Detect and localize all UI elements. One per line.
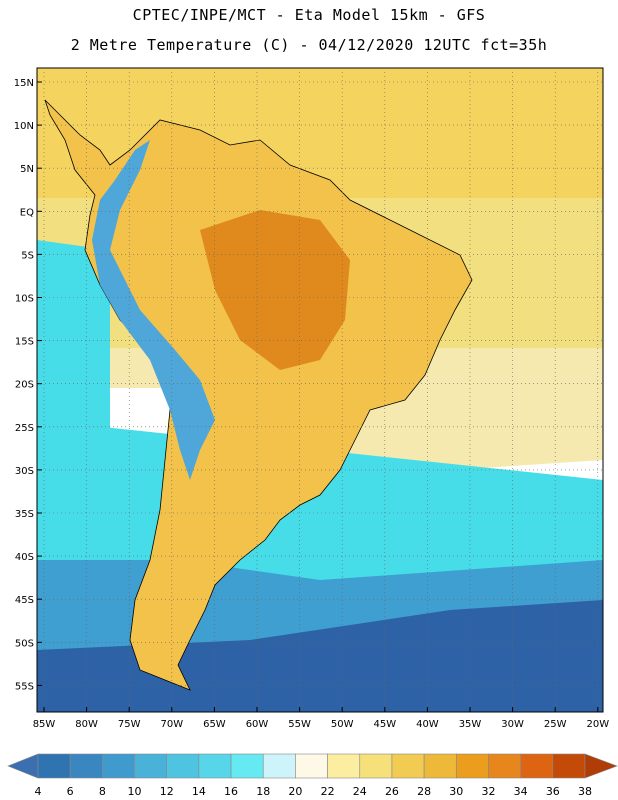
lat-label: 15S [15, 337, 34, 348]
colorbar-label: 6 [67, 785, 74, 798]
colorbar-label: 36 [546, 785, 560, 798]
lat-label: 35S [15, 509, 34, 520]
colorbar-label: 18 [256, 785, 270, 798]
lon-label: 60W [246, 719, 269, 730]
colorbar-under-arrow [7, 753, 39, 779]
lat-label: 10N [14, 121, 34, 132]
chart-title: CPTEC/INPE/MCT - Eta Model 15km - GFS [132, 6, 486, 24]
colorbar-cell [391, 753, 425, 779]
colorbar-cell [520, 753, 554, 779]
chart-subtitle: 2 Metre Temperature (C) - 04/12/2020 12U… [70, 36, 548, 54]
colorbar-cell [295, 753, 328, 779]
lat-label: 30S [15, 466, 34, 477]
colorbar-cell [327, 753, 361, 779]
colorbar-label: 38 [578, 785, 592, 798]
lon-label: 70W [160, 719, 183, 730]
colorbar-cell [455, 753, 489, 779]
colorbar-cell [359, 753, 393, 779]
lat-label: 40S [15, 552, 34, 563]
lon-label: 20W [586, 719, 609, 730]
colorbar-cell [134, 753, 168, 779]
lat-label: 20S [15, 380, 34, 391]
andes-cold-band [92, 140, 215, 480]
colorbar-cell [166, 753, 200, 779]
colorbar-cell [37, 753, 71, 779]
colorbar-label: 22 [321, 785, 335, 798]
lat-label: 50S [15, 638, 34, 649]
hot-interior-region [200, 210, 350, 370]
lat-label: 15N [14, 78, 34, 89]
lat-label: 45S [15, 595, 34, 606]
lat-label: 25S [15, 423, 34, 434]
lat-label: 5S [21, 250, 34, 261]
colorbar-cell [423, 753, 457, 779]
colorbar-label: 30 [449, 785, 463, 798]
lon-label: 30W [501, 719, 524, 730]
lon-label: 80W [75, 719, 98, 730]
colorbar-cell [262, 753, 296, 779]
colorbar-label: 12 [160, 785, 174, 798]
lat-label: 55S [15, 681, 34, 692]
colorbar-cell [552, 753, 586, 779]
lon-label: 65W [203, 719, 226, 730]
colorbar-cell [69, 753, 103, 779]
colorbar-label: 8 [99, 785, 106, 798]
lat-label: 10S [15, 294, 34, 305]
lat-label: EQ [20, 207, 34, 218]
lon-label: 55W [288, 719, 311, 730]
colorbar-over-arrow [584, 753, 618, 779]
colorbar-cell [488, 753, 521, 779]
colorbar-label: 14 [192, 785, 206, 798]
colorbar-label: 4 [35, 785, 42, 798]
lon-label: 85W [33, 719, 56, 730]
colorbar-label: 26 [385, 785, 399, 798]
colorbar-label: 20 [288, 785, 302, 798]
lat-label: 5N [20, 164, 34, 175]
lon-label: 40W [416, 719, 439, 730]
colorbar-cell [102, 753, 135, 779]
colorbar-label: 28 [417, 785, 431, 798]
colorbar-label: 24 [353, 785, 367, 798]
colorbar-label: 16 [224, 785, 238, 798]
colorbar-label: 10 [128, 785, 142, 798]
colorbar-label: 34 [514, 785, 528, 798]
lon-label: 25W [544, 719, 567, 730]
lon-label: 50W [331, 719, 354, 730]
colorbar-cell [230, 753, 264, 779]
colorbar-cell [198, 753, 232, 779]
lon-label: 35W [459, 719, 482, 730]
lon-label: 75W [118, 719, 141, 730]
colorbar-label: 32 [481, 785, 495, 798]
lon-label: 45W [373, 719, 396, 730]
